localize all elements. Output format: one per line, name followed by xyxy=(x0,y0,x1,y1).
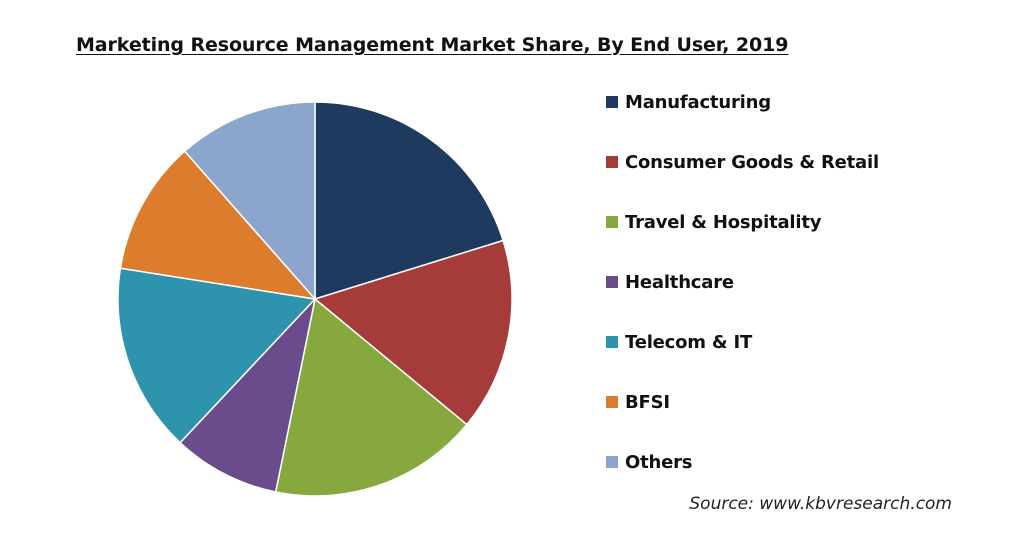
pie-slice-bfsi xyxy=(119,150,316,300)
legend-item-manufacturing: Manufacturing xyxy=(606,88,771,116)
legend-swatch xyxy=(606,156,618,168)
legend-item-others: Others xyxy=(606,448,693,476)
legend-label: Healthcare xyxy=(625,271,734,293)
pie-slice-telecom-it xyxy=(117,267,316,444)
legend-item-healthcare: Healthcare xyxy=(606,268,734,296)
legend-label: Others xyxy=(625,451,693,473)
legend-swatch xyxy=(606,336,618,348)
legend-label: Consumer Goods & Retail xyxy=(625,151,879,173)
legend-item-bfsi: BFSI xyxy=(606,388,670,416)
legend-label: Manufacturing xyxy=(625,91,771,113)
pie-slice-others xyxy=(183,101,316,300)
legend-label: Travel & Hospitality xyxy=(625,211,822,233)
pie-slice-consumer-goods-retail xyxy=(314,239,513,426)
source-note: Source: www.kbvresearch.com xyxy=(689,494,952,514)
legend-item-telecom-it: Telecom & IT xyxy=(606,328,752,356)
legend-item-travel-hospitality: Travel & Hospitality xyxy=(606,208,821,236)
chart-title: Marketing Resource Management Market Sha… xyxy=(76,34,789,56)
legend-item-consumer-goods-retail: Consumer Goods & Retail xyxy=(606,148,879,176)
legend-swatch xyxy=(606,396,618,408)
legend-swatch xyxy=(606,96,618,108)
pie-slice-travel-hospitality xyxy=(274,298,468,497)
pie-slice-manufacturing xyxy=(314,101,504,300)
legend-swatch xyxy=(606,276,618,288)
pie-slice-healthcare xyxy=(179,298,316,493)
legend-swatch xyxy=(606,456,618,468)
legend-label: BFSI xyxy=(625,391,670,413)
legend-swatch xyxy=(606,216,618,228)
legend-label: Telecom & IT xyxy=(625,331,753,353)
